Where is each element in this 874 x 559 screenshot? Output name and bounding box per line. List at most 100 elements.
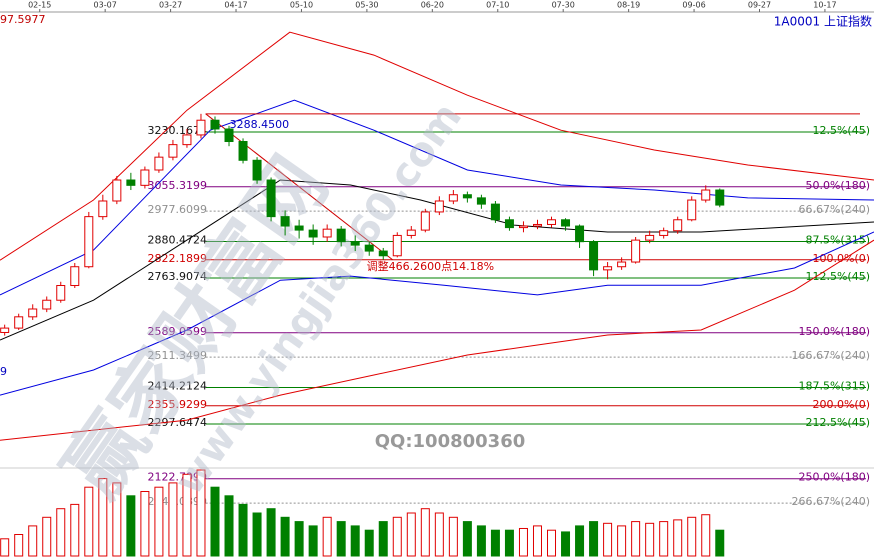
volume-bar — [603, 522, 613, 557]
candle-body — [56, 285, 66, 301]
candle-body — [420, 211, 430, 231]
x-tick-label: 02-15 — [28, 1, 51, 10]
x-tick-label: 10-17 — [813, 1, 836, 10]
x-tick-label: 05-30 — [355, 1, 378, 10]
volume-bar — [547, 529, 557, 557]
fib-price-label: 2355.9299 — [148, 398, 208, 411]
candle-body — [42, 299, 52, 310]
fib-percent-label: 250.0%(180) — [798, 471, 870, 484]
volume-bar — [0, 538, 10, 557]
volume-bar — [98, 478, 108, 557]
fib-price-label: 2414.2124 — [148, 380, 208, 393]
volume-bar — [196, 469, 206, 557]
x-tick-label: 04-17 — [224, 1, 247, 10]
candle-body — [603, 266, 613, 271]
indicator-line — [0, 179, 874, 341]
candle-body — [350, 241, 360, 246]
fib-percent-label: 66.67%(240) — [798, 203, 870, 216]
candle-body — [645, 234, 655, 241]
fib-percent-label: 100.0%(0) — [812, 252, 870, 265]
candle-body — [518, 225, 528, 229]
candle-body — [631, 239, 641, 263]
candle-body — [266, 179, 276, 218]
candle-body — [154, 156, 164, 171]
volume-bar — [56, 508, 66, 557]
volume-bar — [645, 522, 655, 557]
volume-bar — [294, 521, 304, 557]
fib-percent-label: 212.5%(45) — [805, 416, 870, 429]
candle-body — [112, 179, 122, 202]
volume-bar — [420, 508, 430, 557]
volume-bar — [336, 521, 346, 557]
swing-high-label: 3288.4500 — [230, 118, 290, 131]
volume-bar — [350, 525, 360, 557]
volume-bar — [392, 516, 402, 557]
candle-body — [70, 266, 80, 287]
fib-percent-label: 87.5%(315) — [805, 234, 870, 247]
candle-body — [378, 250, 388, 257]
indicator-line — [0, 239, 874, 441]
fib-price-label: 2822.1899 — [148, 252, 208, 265]
candle-body — [168, 144, 178, 158]
candle-body — [715, 189, 725, 206]
candle-body — [280, 216, 290, 227]
candle-body — [210, 119, 220, 130]
candle-body — [504, 219, 514, 229]
candle-body — [476, 197, 486, 205]
watermark: QQ:100800360 — [375, 431, 526, 452]
volume-bar — [659, 521, 669, 557]
candle-body — [617, 261, 627, 268]
volume-bar — [84, 486, 94, 557]
symbol-label: 1A0001 上证指数 — [774, 14, 872, 29]
candle-body — [238, 141, 248, 161]
volume-bar — [14, 534, 24, 557]
indicator-line — [0, 99, 874, 296]
candle-body — [434, 200, 444, 213]
volume-bar — [140, 491, 150, 557]
candle-body — [84, 216, 94, 268]
volume-bar — [701, 514, 711, 557]
candle-body — [322, 228, 332, 238]
volume-bar — [224, 495, 234, 557]
fib-percent-label: 266.67%(240) — [791, 495, 870, 508]
candle-body — [673, 219, 683, 232]
fib-price-label: 2511.3499 — [148, 349, 208, 362]
candle-body — [336, 228, 346, 243]
volume-bar — [462, 521, 472, 557]
side-label: 9 — [0, 365, 7, 378]
fib-percent-label: 150.0%(180) — [798, 325, 870, 338]
candle-body — [392, 234, 402, 257]
candle-body — [561, 219, 571, 227]
fib-price-label: 2122.7999 — [148, 471, 208, 484]
swing-note: 调整466.2600点14.18% — [367, 259, 494, 273]
volume-bar — [238, 503, 248, 557]
volume-bar — [252, 512, 262, 557]
candle-body — [182, 134, 192, 146]
x-tick-label: 03-27 — [159, 1, 182, 10]
fib-price-label: 2977.6099 — [148, 203, 208, 216]
fib-price-label: 2297.6474 — [148, 416, 208, 429]
candle-body — [126, 179, 136, 186]
volume-bar — [210, 486, 220, 557]
candle-body — [0, 327, 10, 333]
volume-bar — [364, 529, 374, 557]
x-tick-label: 09-06 — [682, 1, 705, 10]
volume-bar — [154, 486, 164, 557]
fib-percent-label: 50.0%(180) — [805, 179, 870, 192]
x-tick-label: 03-07 — [94, 1, 117, 10]
candle-body — [406, 229, 416, 236]
volume-bar — [673, 519, 683, 557]
indicator-line — [0, 231, 874, 396]
volume-bar — [42, 516, 52, 557]
candle-body — [575, 225, 585, 243]
candle-body — [252, 159, 262, 181]
candle-body — [98, 200, 108, 218]
volume-bar — [448, 516, 458, 557]
fib-price-label: 2589.0599 — [148, 325, 208, 338]
candle-body — [28, 308, 38, 318]
volume-bar — [715, 529, 725, 557]
candle-body — [659, 230, 669, 236]
fib-price-label: 2880.4724 — [148, 234, 208, 247]
indicator-line — [0, 31, 874, 261]
